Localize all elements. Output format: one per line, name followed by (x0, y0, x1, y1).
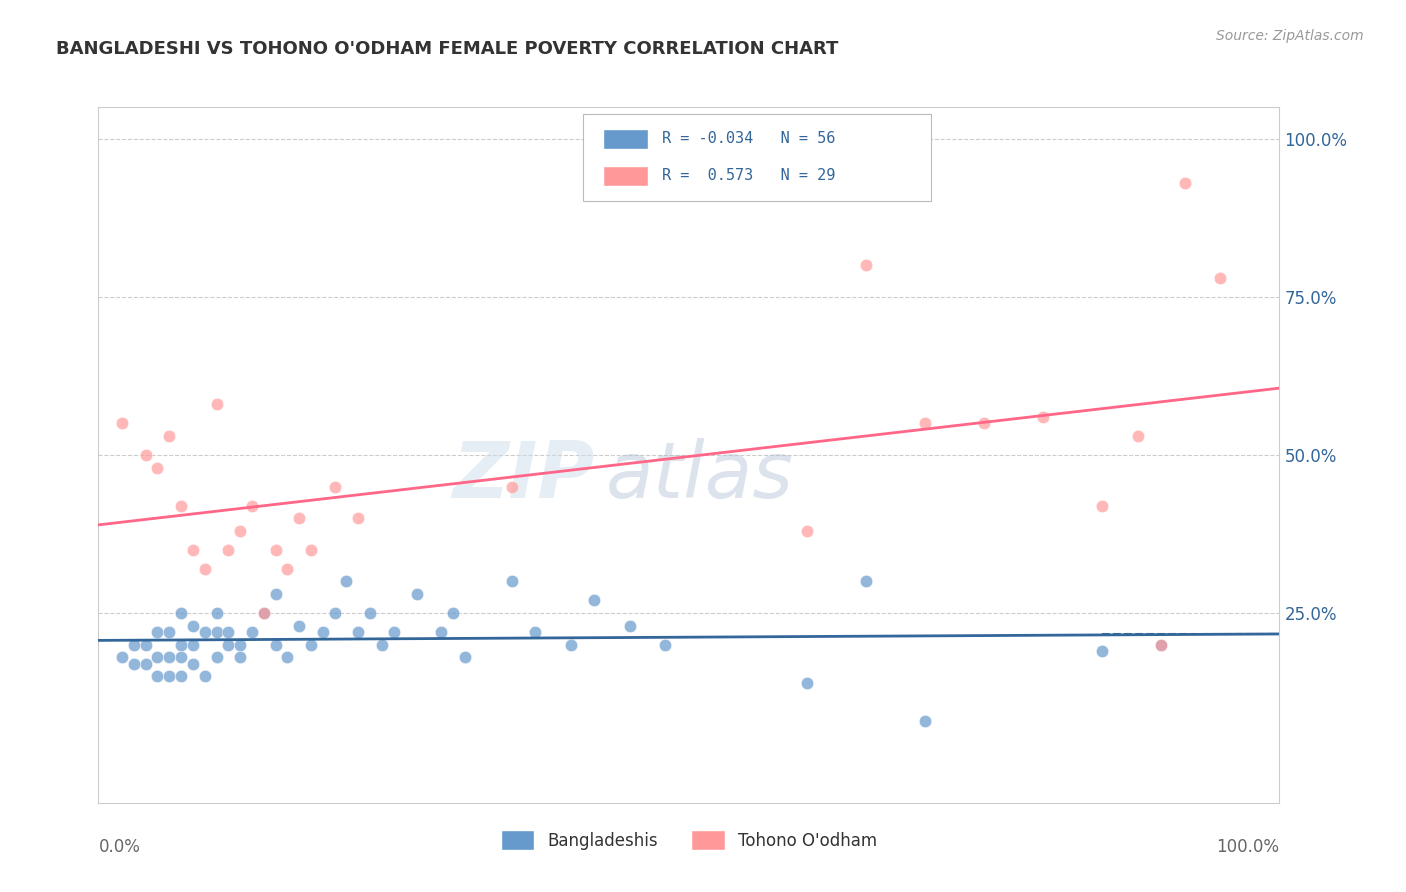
Point (312, 625, 335, 640)
Point (135, 638, 157, 652)
Text: Source: ZipAtlas.com: Source: ZipAtlas.com (1216, 29, 1364, 43)
Point (135, 657, 157, 671)
Point (146, 669, 169, 683)
Point (406, 587, 429, 601)
Point (335, 574, 357, 589)
Bar (603, 129, 648, 149)
Point (194, 562, 217, 576)
Point (264, 542, 287, 557)
Point (430, 625, 453, 640)
Point (157, 429, 180, 443)
Legend: Bangladeshis, Tohono O'odham: Bangladeshis, Tohono O'odham (494, 823, 884, 857)
Point (382, 625, 405, 640)
Point (146, 650, 169, 665)
Point (205, 397, 228, 411)
Point (453, 650, 475, 665)
Point (359, 606, 381, 620)
Point (264, 638, 287, 652)
Point (240, 625, 263, 640)
Point (217, 625, 239, 640)
Point (181, 657, 204, 671)
Point (253, 606, 276, 620)
Point (299, 542, 322, 557)
Point (170, 638, 193, 652)
Point (347, 625, 370, 640)
Point (288, 511, 311, 525)
FancyBboxPatch shape (582, 114, 931, 201)
Point (276, 562, 298, 576)
Point (170, 499, 193, 513)
Point (170, 606, 193, 620)
Point (181, 618, 204, 632)
Point (240, 499, 263, 513)
Point (194, 669, 217, 683)
Point (111, 417, 134, 431)
Bar (603, 166, 648, 186)
Point (619, 618, 641, 632)
Point (501, 479, 523, 493)
Point (170, 669, 193, 683)
Point (181, 542, 204, 557)
Point (855, 574, 877, 589)
Point (217, 542, 239, 557)
Point (276, 650, 298, 665)
Point (229, 650, 252, 665)
Point (122, 657, 145, 671)
Point (157, 625, 180, 640)
Point (229, 638, 252, 652)
Point (194, 625, 217, 640)
Text: R =  0.573   N = 29: R = 0.573 N = 29 (662, 168, 835, 183)
Text: BANGLADESHI VS TOHONO O'ODHAM FEMALE POVERTY CORRELATION CHART: BANGLADESHI VS TOHONO O'ODHAM FEMALE POV… (56, 40, 838, 58)
Point (1091, 644, 1114, 658)
Point (796, 524, 818, 538)
Point (1209, 270, 1232, 285)
Point (288, 618, 311, 632)
Point (654, 638, 676, 652)
Point (122, 638, 145, 652)
Point (1150, 638, 1173, 652)
Point (583, 593, 606, 607)
Point (111, 650, 134, 665)
Point (560, 638, 582, 652)
Point (441, 606, 464, 620)
Point (973, 417, 995, 431)
Point (796, 675, 818, 690)
Point (205, 606, 228, 620)
Point (1150, 638, 1173, 652)
Point (157, 650, 180, 665)
Point (217, 638, 239, 652)
Point (264, 587, 287, 601)
Point (205, 650, 228, 665)
Point (135, 448, 157, 462)
Text: R = -0.034   N = 56: R = -0.034 N = 56 (662, 131, 835, 146)
Point (170, 650, 193, 665)
Point (1032, 409, 1054, 424)
Point (299, 638, 322, 652)
Point (347, 511, 370, 525)
Point (1126, 429, 1149, 443)
Point (205, 625, 228, 640)
Point (501, 574, 523, 589)
Point (253, 606, 276, 620)
Point (146, 625, 169, 640)
Point (914, 417, 936, 431)
Point (1091, 499, 1114, 513)
Text: ZIP: ZIP (453, 438, 595, 514)
Text: atlas: atlas (606, 438, 794, 514)
Point (855, 258, 877, 272)
Point (229, 524, 252, 538)
Point (181, 638, 204, 652)
Point (371, 638, 394, 652)
Point (146, 460, 169, 475)
Text: 100.0%: 100.0% (1216, 838, 1279, 855)
Text: 0.0%: 0.0% (98, 838, 141, 855)
Point (157, 669, 180, 683)
Point (323, 606, 346, 620)
Point (524, 625, 547, 640)
Point (914, 714, 936, 728)
Point (1174, 176, 1197, 190)
Point (323, 479, 346, 493)
